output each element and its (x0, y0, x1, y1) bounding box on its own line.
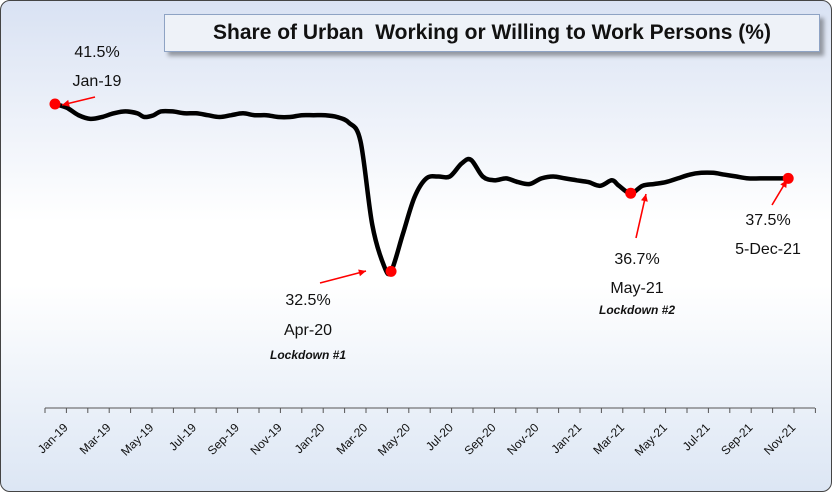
highlight-marker (385, 265, 397, 277)
annotation-arrowhead (641, 194, 648, 202)
highlight-date-label: 5-Dec-21 (735, 241, 801, 258)
highlight-value-label: 41.5% (74, 44, 119, 61)
x-tick-label: Mar-20 (334, 420, 371, 457)
highlight-layer (49, 96, 794, 284)
highlight-value-label: 32.5% (285, 292, 330, 309)
series-line (52, 101, 791, 277)
annotation-arrow (319, 270, 367, 284)
annotation-arrowhead (358, 269, 366, 277)
x-tick-label: Sep-21 (718, 420, 755, 457)
x-tick-label: May-21 (632, 420, 670, 458)
x-tick-label: Sep-20 (461, 420, 498, 457)
annotation-arrow (635, 193, 647, 239)
annotation-layer: 41.5% Jan-19 32.5% Apr-20 Lockdown #1 36.7% Ma… (73, 44, 801, 362)
x-tick-label: May-20 (375, 420, 413, 458)
x-tick-label: Jul-21 (680, 420, 713, 453)
x-tick-label: Nov-20 (504, 420, 541, 457)
highlight-date-label: Jan-19 (73, 73, 122, 90)
x-tick-label: May-19 (118, 420, 156, 458)
highlight-marker (49, 98, 61, 110)
highlight-note-label: Lockdown #1 (270, 348, 346, 362)
x-tick-label: Jan-19 (35, 420, 71, 456)
x-tick-label: Mar-21 (590, 420, 627, 457)
highlight-date-label: Apr-20 (284, 322, 332, 339)
series-layer (52, 101, 791, 277)
x-tick-label: Jan-21 (548, 420, 584, 456)
annotation-arrowhead (780, 180, 787, 188)
highlight-value-label: 37.5% (745, 212, 790, 229)
highlight-note-label: Lockdown #2 (599, 303, 675, 317)
x-tick-label: Mar-19 (77, 420, 114, 457)
x-tick-label: Jul-19 (166, 420, 199, 453)
annotation-arrowhead (62, 99, 70, 107)
x-tick-label: Jan-20 (292, 420, 328, 456)
x-tick-label: Nov-21 (761, 420, 798, 457)
chart-title: Share of Urban Working or Willing to Wor… (213, 21, 771, 44)
x-tick-label: Nov-19 (247, 420, 284, 457)
chart-title-box: Share of Urban Working or Willing to Wor… (164, 14, 820, 52)
x-axis: Jan-19 Mar-19 May-19 Jul-19 Sep-19 Nov-19 Jan-… (35, 407, 816, 459)
highlight-date-label: May-21 (610, 280, 663, 297)
x-tick-label: Sep-19 (205, 420, 242, 457)
x-tick-label: Jul-20 (423, 420, 456, 453)
highlight-marker (625, 187, 637, 199)
highlight-value-label: 36.7% (614, 251, 659, 268)
